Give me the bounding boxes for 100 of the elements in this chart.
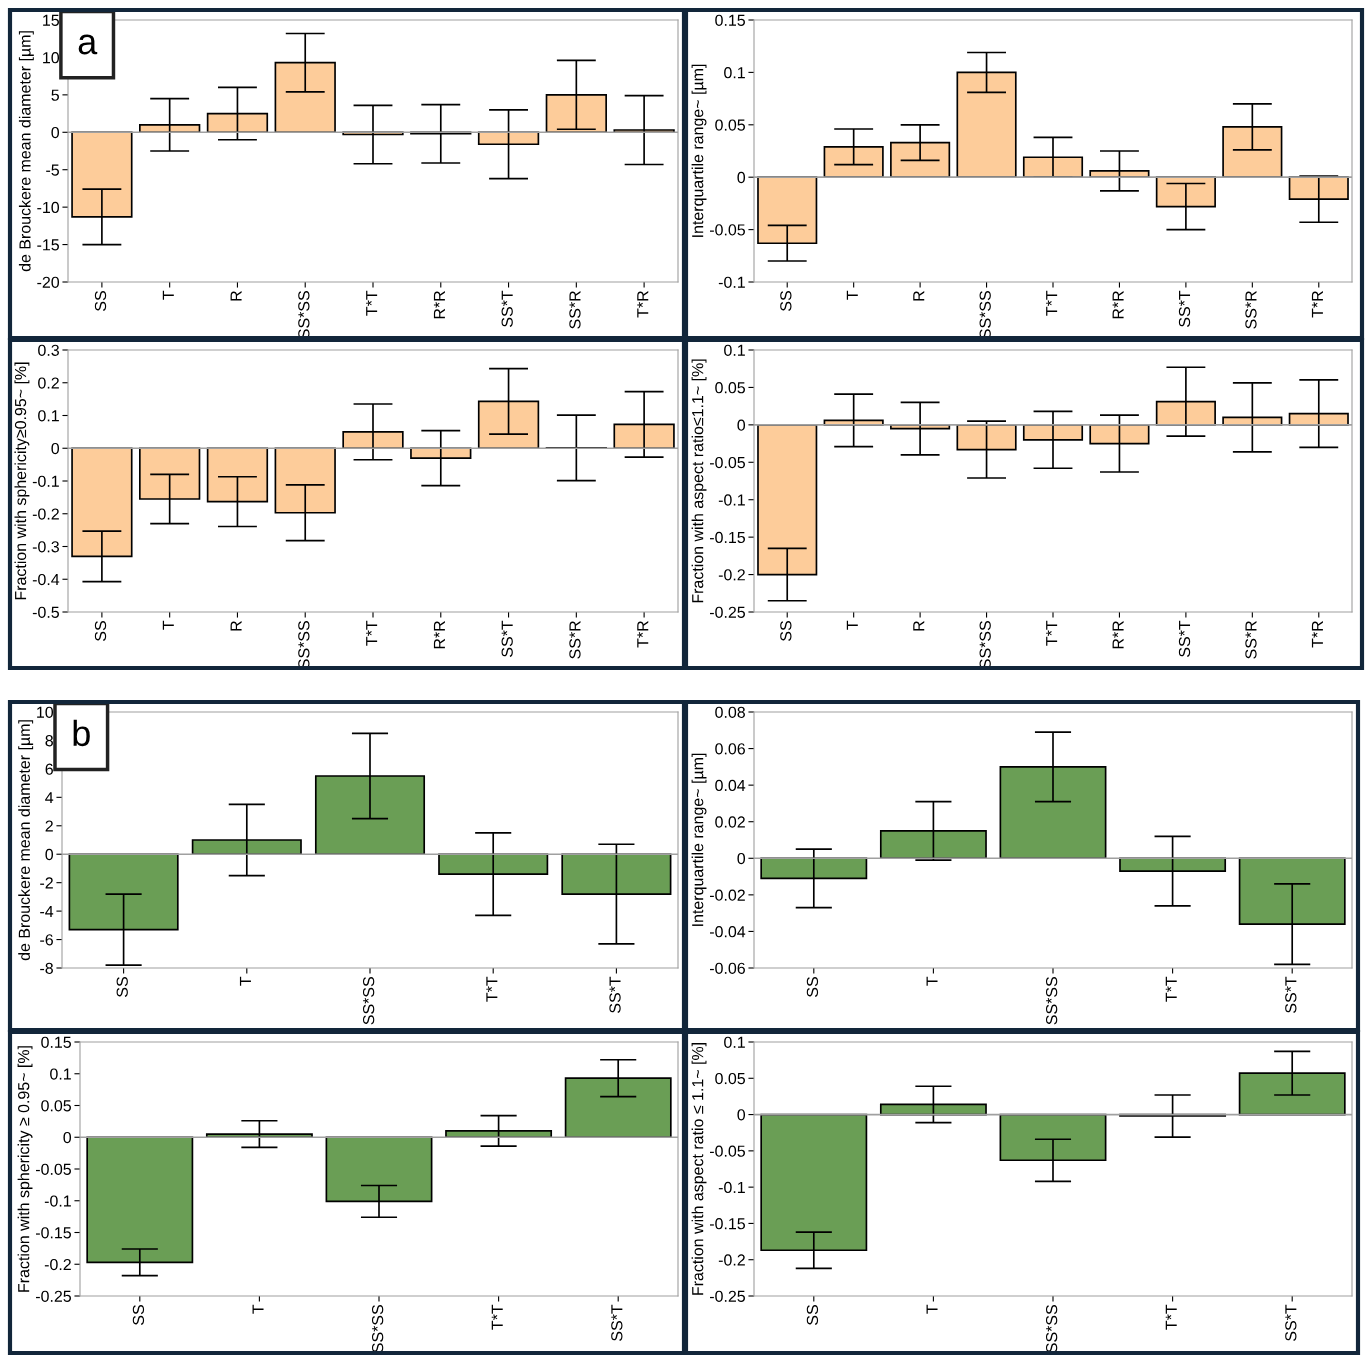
y-tick-label: -0.1	[32, 475, 59, 487]
annotation: a	[78, 34, 98, 55]
x-tick-label: SS*R	[569, 291, 581, 329]
y-tick-label: -15	[37, 239, 59, 251]
x-tick-label: SS*R	[1245, 291, 1257, 329]
y-tick-label: 0.05	[715, 1072, 745, 1085]
x-tick-label: SS	[806, 977, 819, 997]
y-tick-label: 0.06	[715, 743, 745, 755]
y-tick-label: -0.25	[709, 606, 745, 618]
y-tick-label: -0.3	[32, 541, 59, 553]
x-tick-label: SS	[780, 291, 792, 311]
x-tick-label: T*T	[491, 1304, 503, 1330]
x-tick-label: SS	[94, 291, 107, 311]
x-tick-label: T*R	[1311, 621, 1323, 648]
y-tick-label: -0.2	[32, 508, 59, 520]
y-tick-label: -8	[40, 962, 53, 974]
x-tick-label: R*R	[433, 291, 445, 319]
x-tick-label: SS	[806, 1305, 819, 1325]
y-tick-label: 0.2	[38, 377, 59, 389]
y-tick-label: 0.1	[38, 410, 59, 422]
y-tick-label: 0	[737, 171, 746, 184]
y-tick-label: 0	[737, 1109, 746, 1121]
x-tick-label: SS*T	[1178, 290, 1191, 327]
y-tick-label: -0.05	[709, 1145, 745, 1157]
y-tick-label: -0.15	[35, 1227, 71, 1239]
x-tick-label: SS*R	[569, 621, 581, 659]
x-tick-label: R	[230, 291, 242, 301]
y-tick-label: 0.05	[715, 119, 745, 131]
x-tick-label: T	[926, 1304, 938, 1314]
x-tick-label: T	[162, 620, 174, 630]
x-tick-label: SS	[132, 1305, 145, 1325]
y-axis-title: de Brouckere mean diameter [µm]	[18, 31, 34, 272]
x-tick-label: R	[913, 291, 925, 301]
x-tick-label: T*T	[486, 976, 498, 1002]
y-tick-label: -0.02	[709, 889, 745, 901]
y-tick-label: 0.15	[41, 1036, 71, 1048]
y-tick-label: 0	[51, 442, 60, 455]
y-tick-label: -0.2	[718, 569, 745, 581]
y-tick-label: 0.08	[715, 706, 745, 718]
y-tick-label: 0.1	[724, 1036, 745, 1048]
y-tick-label: -10	[37, 201, 60, 214]
x-tick-label: SS	[780, 621, 792, 641]
x-tick-label: R*R	[1112, 621, 1124, 649]
x-tick-label: SS*T	[1285, 976, 1297, 1013]
y-tick-label: 8	[45, 735, 53, 747]
x-tick-label: T*T	[1165, 976, 1177, 1002]
x-tick-label: T	[252, 1304, 264, 1314]
y-tick-label: -0.06	[709, 962, 745, 974]
y-tick-label: -0.25	[709, 1290, 745, 1302]
x-tick-label: R*R	[433, 621, 445, 649]
y-tick-label: 0.05	[41, 1100, 71, 1112]
y-tick-label: -0.1	[718, 276, 745, 288]
y-tick-label: 4	[45, 792, 54, 804]
y-tick-label: -20	[37, 276, 60, 288]
y-tick-label: -0.15	[709, 531, 745, 544]
y-tick-label: 0.05	[715, 382, 745, 394]
x-tick-label: SS*T	[1285, 1304, 1297, 1341]
x-tick-label: T*T	[366, 620, 378, 646]
x-tick-label: T*R	[637, 621, 649, 648]
x-tick-label: SS*SS	[1045, 977, 1058, 1025]
x-tick-label: T	[846, 290, 858, 300]
x-tick-label: SS	[116, 977, 128, 997]
y-axis-title: Interquartile range~ [µm]	[691, 753, 707, 926]
x-tick-label: T*T	[1046, 290, 1058, 316]
y-tick-label: -2	[40, 877, 53, 889]
x-tick-label: SS	[94, 621, 107, 641]
y-tick-label: 5	[51, 89, 59, 101]
y-tick-label: -0.2	[718, 1254, 745, 1266]
y-tick-label: -0.1	[718, 1181, 745, 1194]
x-tick-label: SS*T	[611, 1304, 623, 1341]
y-axis-title: Fraction with sphericity≥0.95~ [%]	[14, 362, 30, 600]
x-tick-label: R	[230, 621, 242, 631]
x-tick-label: T	[926, 976, 938, 986]
x-tick-label: SS*T	[1178, 620, 1191, 657]
x-tick-label: T*T	[1046, 620, 1058, 646]
y-tick-label: 0.3	[38, 344, 59, 356]
y-tick-label: 0.04	[715, 779, 746, 792]
y-axis-title: Fraction with aspect ratio ≤ 1.1~ [%]	[691, 1043, 707, 1295]
x-tick-label: T	[239, 976, 251, 986]
y-tick-label: 0	[63, 1131, 72, 1144]
x-tick-label: R	[913, 621, 925, 631]
y-tick-label: 2	[45, 820, 53, 832]
y-tick-label: -0.4	[32, 573, 60, 586]
x-tick-label: T*T	[1165, 1304, 1177, 1330]
y-tick-label: -5	[46, 164, 59, 176]
y-tick-label: 0	[45, 848, 54, 861]
y-axis-title: Fraction with sphericity ≥ 0.95~ [%]	[17, 1046, 33, 1292]
y-tick-label: -0.2	[44, 1258, 71, 1271]
y-tick-label: -0.05	[709, 456, 745, 469]
y-axis-title: Fraction with aspect ratio≤1.1~ [%]	[691, 359, 707, 603]
x-tick-label: SS*T	[501, 290, 513, 327]
x-tick-label: T	[162, 290, 174, 300]
y-tick-label: -0.5	[32, 606, 59, 618]
y-tick-label: 0	[737, 419, 746, 431]
y-tick-label: 0	[737, 852, 746, 865]
y-tick-label: 6	[45, 763, 53, 775]
y-tick-label: -0.25	[35, 1290, 71, 1302]
x-tick-label: T*T	[366, 290, 378, 316]
y-tick-label: 0.1	[724, 67, 745, 79]
y-tick-label: 0.1	[724, 344, 745, 356]
